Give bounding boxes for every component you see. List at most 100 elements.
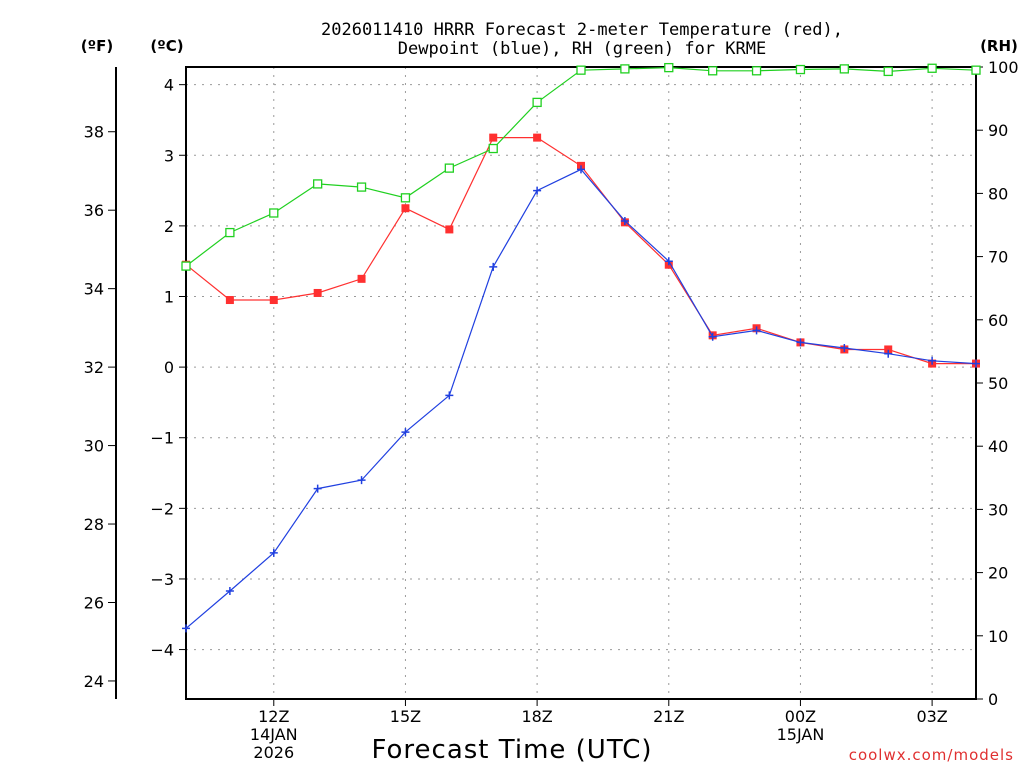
dewpoint-point bbox=[796, 338, 805, 347]
temperature-point bbox=[884, 345, 893, 354]
temperature-point bbox=[489, 133, 498, 142]
rh-point bbox=[751, 66, 762, 76]
rh-point bbox=[927, 63, 937, 73]
rh-point bbox=[620, 64, 630, 74]
temperature-point bbox=[357, 274, 366, 283]
x-tick-label: 15Z bbox=[390, 707, 421, 726]
fahrenheit-tick-label: 38 bbox=[84, 123, 104, 142]
chart-title-line2: Dewpoint (blue), RH (green) for KRME bbox=[398, 39, 766, 59]
dewpoint-point bbox=[577, 165, 585, 174]
rh-point bbox=[444, 163, 454, 173]
dewpoint-point bbox=[752, 326, 761, 335]
rh-point bbox=[795, 64, 806, 75]
rh-tick-label: 30 bbox=[988, 500, 1008, 519]
celsius-unit-label: (ºC) bbox=[150, 37, 183, 55]
rh-tick-label: 0 bbox=[988, 690, 998, 709]
celsius-tick-label: −1 bbox=[150, 429, 174, 448]
chart-title-line1: 2026011410 HRRR Forecast 2-meter Tempera… bbox=[321, 20, 843, 40]
dewpoint-point bbox=[884, 349, 893, 358]
temperature-point bbox=[313, 288, 322, 297]
rh-point bbox=[181, 261, 191, 271]
rh-point bbox=[356, 182, 367, 192]
dewpoint-point bbox=[708, 332, 717, 341]
dewpoint-point bbox=[928, 356, 937, 365]
tick-labels: −4−3−2−101234242628303234363801020304050… bbox=[84, 58, 1019, 762]
rh-point bbox=[269, 208, 279, 218]
temperature-point bbox=[533, 133, 542, 142]
gridlines bbox=[186, 67, 976, 699]
x-axis-title: Forecast Time (UTC) bbox=[371, 735, 652, 765]
rh-point bbox=[839, 64, 849, 74]
rh-point bbox=[488, 143, 498, 154]
x-tick-label: 03Z bbox=[916, 707, 947, 726]
rh-tick-label: 40 bbox=[988, 437, 1008, 456]
axes bbox=[108, 66, 983, 706]
rh-point bbox=[313, 179, 323, 189]
rh-point bbox=[708, 66, 718, 76]
data-series bbox=[181, 62, 981, 633]
rh-unit-label: (RH) bbox=[980, 37, 1018, 55]
dewpoint-point bbox=[269, 548, 278, 557]
rh-point bbox=[971, 65, 981, 75]
rh-tick-label: 80 bbox=[988, 184, 1008, 203]
dewpoint-point bbox=[225, 586, 234, 595]
plot-frame bbox=[185, 66, 977, 700]
x-tick-label: 15JAN bbox=[777, 725, 825, 744]
rh-tick-label: 70 bbox=[988, 248, 1008, 267]
fahrenheit-tick-label: 26 bbox=[84, 593, 104, 612]
rh-tick-label: 10 bbox=[988, 627, 1008, 646]
x-tick-label: 14JAN bbox=[250, 725, 298, 744]
fahrenheit-tick-label: 36 bbox=[84, 201, 104, 220]
x-tick-label: 00Z bbox=[785, 707, 816, 726]
temperature-point bbox=[269, 296, 278, 305]
temperature-point bbox=[445, 225, 454, 234]
rh-point bbox=[532, 97, 542, 108]
celsius-tick-label: −3 bbox=[150, 570, 174, 589]
dewpoint-point bbox=[533, 186, 542, 195]
celsius-tick-label: 0 bbox=[164, 358, 174, 377]
rh-tick-label: 50 bbox=[988, 374, 1008, 393]
dewpoint-line bbox=[185, 168, 977, 629]
x-tick-label: 2026 bbox=[253, 743, 294, 762]
dewpoint-point bbox=[664, 257, 673, 266]
rh-tick-label: 20 bbox=[988, 564, 1008, 583]
celsius-tick-label: −4 bbox=[150, 641, 174, 660]
celsius-tick-label: 4 bbox=[164, 76, 174, 95]
rh-tick-label: 90 bbox=[988, 121, 1008, 140]
celsius-tick-label: −2 bbox=[150, 499, 174, 518]
dewpoint-point bbox=[182, 624, 190, 633]
dewpoint-point bbox=[357, 476, 366, 485]
temperature-point bbox=[401, 204, 410, 213]
rh-point bbox=[883, 66, 893, 77]
rh-point bbox=[225, 227, 235, 238]
rh-point bbox=[576, 65, 586, 75]
rh-series bbox=[181, 62, 981, 271]
x-tick-label: 12Z bbox=[258, 707, 289, 726]
x-tick-label: 21Z bbox=[653, 707, 684, 726]
dewpoint-point bbox=[445, 391, 454, 400]
source-credit: coolwx.com/models bbox=[849, 746, 1014, 764]
fahrenheit-tick-label: 28 bbox=[84, 515, 104, 534]
dewpoint-point bbox=[620, 216, 629, 225]
rh-point bbox=[664, 62, 674, 73]
celsius-tick-label: 3 bbox=[164, 146, 174, 165]
fahrenheit-tick-label: 34 bbox=[84, 280, 104, 299]
fahrenheit-tick-label: 24 bbox=[84, 672, 104, 691]
dewpoint-point bbox=[401, 428, 410, 437]
rh-point bbox=[400, 193, 411, 203]
celsius-tick-label: 2 bbox=[164, 217, 174, 236]
fahrenheit-tick-label: 30 bbox=[84, 437, 104, 456]
dewpoint-series bbox=[182, 165, 980, 633]
celsius-tick-label: 1 bbox=[164, 287, 174, 306]
rh-tick-label: 100 bbox=[988, 58, 1019, 77]
x-tick-label: 18Z bbox=[521, 707, 552, 726]
dewpoint-point bbox=[313, 484, 322, 493]
fahrenheit-tick-label: 32 bbox=[84, 358, 104, 377]
rh-tick-label: 60 bbox=[988, 311, 1008, 330]
temperature-point bbox=[225, 296, 234, 305]
dewpoint-point bbox=[840, 344, 849, 353]
fahrenheit-unit-label: (ºF) bbox=[81, 37, 113, 55]
dewpoint-point bbox=[972, 359, 980, 368]
dewpoint-point bbox=[489, 262, 498, 271]
